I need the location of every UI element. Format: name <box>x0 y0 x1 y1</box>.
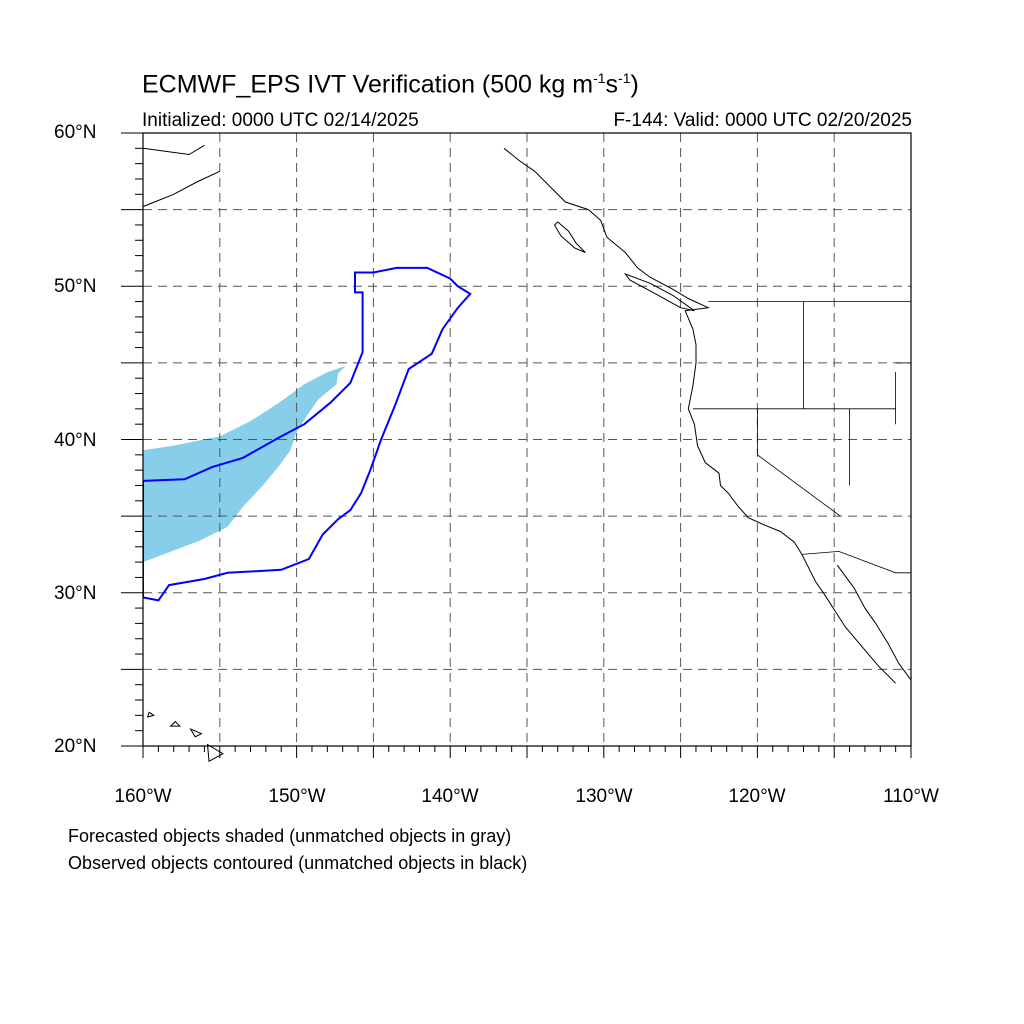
west-coast-coastline <box>503 147 896 684</box>
valid-time: F-144: Valid: 0000 UTC 02/20/2025 <box>613 110 912 131</box>
lon-label-140w: 140°W <box>421 786 479 807</box>
footnote-observed: Observed objects contoured (unmatched ob… <box>68 853 528 873</box>
political-border <box>757 408 841 517</box>
hawaii-island <box>169 720 182 727</box>
gulf-of-california-coast <box>836 564 911 681</box>
lon-label-120w: 120°W <box>728 786 786 807</box>
lon-label-160w: 160°W <box>114 786 172 807</box>
island <box>553 221 586 253</box>
lat-label-20: 20°N <box>54 736 97 757</box>
footnote-forecast: Forecasted objects shaded (unmatched obj… <box>68 826 512 846</box>
lon-label-150w: 150°W <box>268 786 326 807</box>
forecast-object <box>143 365 346 563</box>
lat-label-60: 60°N <box>54 122 97 143</box>
lat-label-30: 30°N <box>54 583 97 604</box>
island <box>623 272 695 312</box>
lon-label-110w: 110°W <box>883 786 939 807</box>
observed-object-contour <box>143 266 472 602</box>
hawaii-island <box>146 711 156 718</box>
alaska-peninsula-coast <box>143 170 221 208</box>
lon-label-130w: 130°W <box>575 786 633 807</box>
lat-label-50: 50°N <box>54 276 97 297</box>
initialized-time: Initialized: 0000 UTC 02/14/2025 <box>142 110 419 131</box>
hawaii-island <box>189 728 203 738</box>
lat-label-40: 40°N <box>54 430 97 451</box>
northwest-coast <box>143 144 205 156</box>
hawaii-island <box>206 743 224 763</box>
political-border <box>801 550 911 574</box>
map-title: ECMWF_EPS IVT Verification (500 kg m-1s-… <box>142 70 639 99</box>
